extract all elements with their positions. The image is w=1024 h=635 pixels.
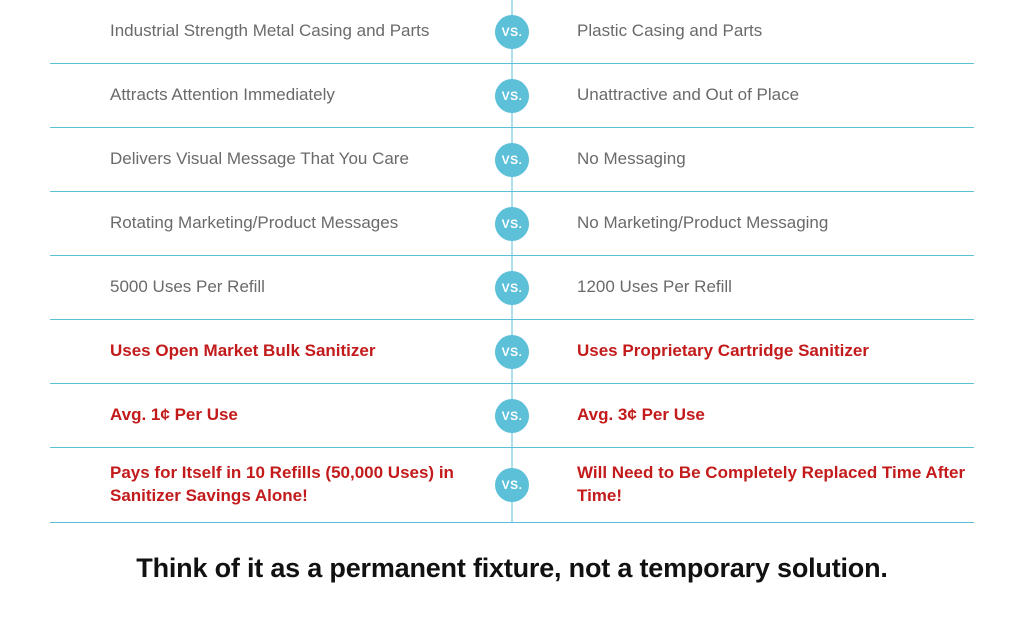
right-cell: Will Need to Be Completely Replaced Time… [507,448,974,522]
right-cell: No Marketing/Product Messaging [507,198,974,249]
vs-badge: VS. [495,335,529,369]
left-cell: Rotating Marketing/Product Messages [50,198,507,249]
left-cell: Industrial Strength Metal Casing and Par… [50,6,507,57]
right-cell: No Messaging [507,134,974,185]
left-cell: Pays for Itself in 10 Refills (50,000 Us… [50,448,507,522]
tagline: Think of it as a permanent fixture, not … [50,553,974,584]
comparison-row: Delivers Visual Message That You CareNo … [50,128,974,192]
comparison-row: Industrial Strength Metal Casing and Par… [50,0,974,64]
comparison-row: Uses Open Market Bulk SanitizerUses Prop… [50,320,974,384]
comparison-table: Industrial Strength Metal Casing and Par… [50,0,974,523]
vs-badge: VS. [495,468,529,502]
comparison-wrapper: Industrial Strength Metal Casing and Par… [0,0,1024,584]
right-cell: Unattractive and Out of Place [507,70,974,121]
comparison-row: Attracts Attention ImmediatelyUnattracti… [50,64,974,128]
comparison-row: Pays for Itself in 10 Refills (50,000 Us… [50,448,974,523]
vs-badge: VS. [495,15,529,49]
right-cell: Uses Proprietary Cartridge Sanitizer [507,326,974,377]
vs-badge: VS. [495,399,529,433]
vs-badge: VS. [495,143,529,177]
left-cell: Uses Open Market Bulk Sanitizer [50,326,507,377]
right-cell: Avg. 3¢ Per Use [507,390,974,441]
left-cell: Attracts Attention Immediately [50,70,507,121]
comparison-row: Rotating Marketing/Product MessagesNo Ma… [50,192,974,256]
left-cell: Avg. 1¢ Per Use [50,390,507,441]
left-cell: 5000 Uses Per Refill [50,262,507,313]
right-cell: Plastic Casing and Parts [507,6,974,57]
vs-badge: VS. [495,79,529,113]
vs-badge: VS. [495,207,529,241]
left-cell: Delivers Visual Message That You Care [50,134,507,185]
vs-badge: VS. [495,271,529,305]
right-cell: 1200 Uses Per Refill [507,262,974,313]
comparison-row: 5000 Uses Per Refill1200 Uses Per Refill… [50,256,974,320]
comparison-row: Avg. 1¢ Per UseAvg. 3¢ Per UseVS. [50,384,974,448]
